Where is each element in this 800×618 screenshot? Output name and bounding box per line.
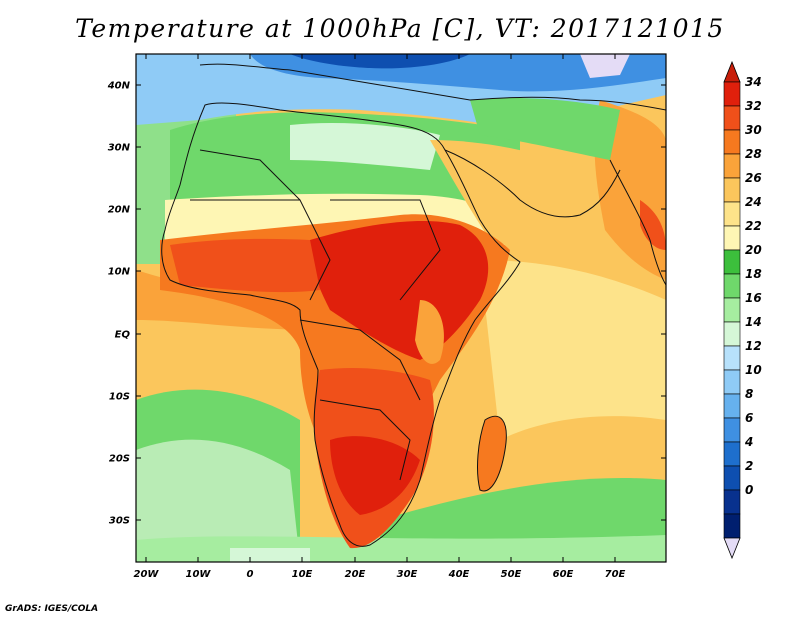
central-africa-red bbox=[310, 220, 489, 360]
lat-label: EQ bbox=[115, 330, 131, 341]
india-coastline bbox=[609, 159, 666, 286]
axis-ticks bbox=[136, 54, 666, 562]
colorbar-swatch bbox=[723, 321, 741, 347]
colorbar-label: 32 bbox=[745, 99, 762, 113]
lon-label: 10W bbox=[186, 569, 212, 580]
colorbar-label: 6 bbox=[745, 411, 753, 425]
indian-ocean-band bbox=[480, 260, 666, 440]
colorbar-label: 22 bbox=[745, 219, 762, 233]
colorbar-swatch bbox=[723, 369, 741, 395]
colorbar-swatch bbox=[723, 225, 741, 251]
colorbar-label: 0 bbox=[745, 483, 753, 497]
longitude-labels: 20W 10W 0 10E 20E 30E 40E 50E 60E 70E bbox=[134, 569, 626, 580]
lat-label: 30N bbox=[108, 143, 131, 154]
middle-east-green bbox=[470, 98, 620, 160]
lon-label: 70E bbox=[605, 569, 626, 580]
colorbar-swatch bbox=[723, 81, 741, 107]
colorbar-label: 2 bbox=[745, 459, 753, 473]
europe-coldest-region bbox=[290, 54, 470, 69]
lon-label: 20W bbox=[134, 569, 160, 580]
latitude-labels: 40N 30N 20N 10N EQ 10S 20S 30S bbox=[107, 81, 131, 527]
lat-label: 10S bbox=[109, 392, 130, 403]
lon-label: 30E bbox=[397, 569, 418, 580]
lon-label: 60E bbox=[553, 569, 574, 580]
internal-border-2 bbox=[330, 199, 441, 301]
internal-border-5 bbox=[199, 149, 301, 201]
south-edge-light bbox=[230, 548, 310, 562]
africa-coastline bbox=[161, 102, 521, 547]
coastlines bbox=[161, 63, 666, 547]
lon-label: 20E bbox=[345, 569, 366, 580]
colorbar-swatch bbox=[723, 129, 741, 155]
colorbar-label: 14 bbox=[745, 315, 762, 329]
grads-credit: GrADS: IGES/COLA bbox=[5, 604, 99, 614]
sahara-light bbox=[290, 123, 440, 170]
chart-title: Temperature at 1000hPa [C], VT: 20171210… bbox=[75, 14, 725, 43]
colorbar-swatch bbox=[723, 393, 741, 419]
colorbar-label: 30 bbox=[745, 123, 762, 137]
madagascar-coastline bbox=[477, 415, 507, 492]
colorbar-label: 12 bbox=[745, 339, 762, 353]
lon-label: 0 bbox=[247, 569, 254, 580]
south-far-field bbox=[136, 535, 666, 562]
arctic-white-patch bbox=[580, 54, 630, 78]
colorbar-swatch bbox=[723, 177, 741, 203]
colorbar-swatch bbox=[723, 345, 741, 371]
europe-coastline bbox=[199, 63, 666, 111]
east-africa-cool bbox=[415, 300, 444, 364]
south-atlantic-cool bbox=[136, 439, 300, 562]
internal-border-4 bbox=[319, 399, 411, 481]
colorbar-label: 20 bbox=[745, 243, 762, 257]
internal-border-1 bbox=[190, 199, 331, 301]
internal-border-3 bbox=[299, 319, 421, 401]
lat-label: 20N bbox=[108, 205, 131, 216]
colorbar-label: 4 bbox=[744, 435, 753, 449]
lat-label: 10N bbox=[108, 267, 131, 278]
colorbar-label: 24 bbox=[745, 195, 762, 209]
map-plot-area bbox=[136, 54, 666, 562]
colorbar-swatch bbox=[723, 489, 741, 515]
arabia-coastline bbox=[444, 149, 621, 218]
kalahari-red bbox=[330, 436, 420, 515]
colorbar-swatch bbox=[723, 297, 741, 323]
colorbar-swatch bbox=[723, 465, 741, 491]
colorbar-swatch bbox=[723, 105, 741, 131]
lon-label: 40E bbox=[448, 569, 470, 580]
colorbar-label: 16 bbox=[745, 291, 762, 305]
colorbar-bottom-arrow bbox=[723, 537, 741, 560]
colorbar-label: 10 bbox=[745, 363, 762, 377]
colorbar-label: 26 bbox=[745, 171, 762, 185]
colorbar-swatch bbox=[723, 201, 741, 227]
colorbar-label: 8 bbox=[745, 387, 753, 401]
colorbar-swatch bbox=[723, 417, 741, 443]
colorbar-label: 28 bbox=[745, 147, 762, 161]
colorbar-swatch bbox=[723, 441, 741, 467]
colorbar-label: 18 bbox=[745, 267, 762, 281]
west-africa-red bbox=[170, 238, 320, 293]
lat-label: 40N bbox=[107, 81, 131, 92]
colorbar-top-arrow bbox=[723, 60, 741, 83]
india-hot bbox=[640, 200, 666, 250]
colorbar-swatch bbox=[723, 513, 741, 539]
lat-label: 30S bbox=[109, 516, 130, 527]
colorbar-swatch bbox=[723, 249, 741, 275]
colorbar-swatch bbox=[723, 273, 741, 299]
lon-label: 10E bbox=[292, 569, 313, 580]
lat-label: 20S bbox=[109, 454, 130, 465]
arabia-field bbox=[430, 140, 640, 270]
colorbar-swatch bbox=[723, 153, 741, 179]
colorbar-label: 34 bbox=[745, 75, 762, 89]
plot-frame bbox=[135, 53, 667, 563]
lon-label: 50E bbox=[501, 569, 522, 580]
